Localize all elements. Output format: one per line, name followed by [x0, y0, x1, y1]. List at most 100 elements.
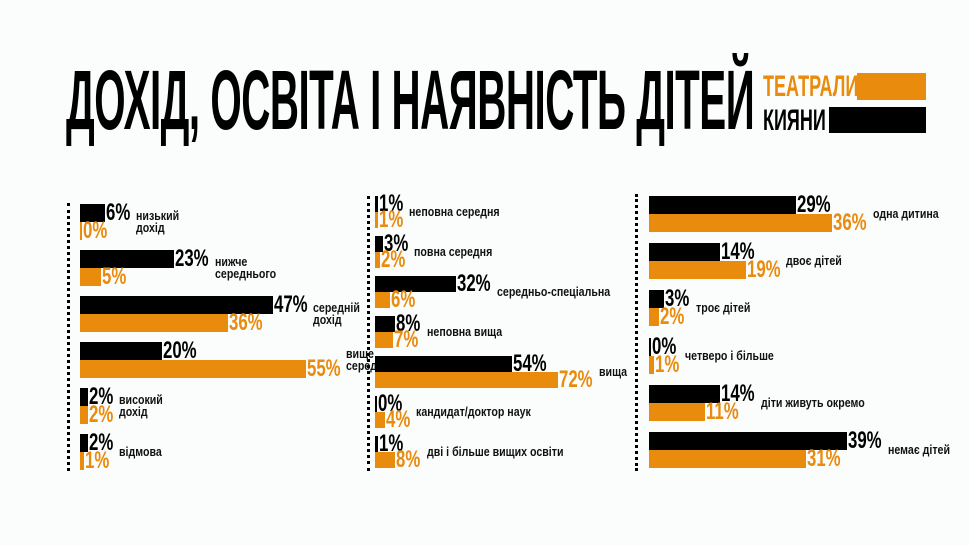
legend-swatch-teatraly — [857, 73, 926, 100]
legend-swatch-kyiany — [829, 107, 926, 133]
value-label-kyiany: 2% — [89, 383, 114, 410]
category-label: одна дитина — [873, 208, 939, 221]
bar-teatraly — [80, 452, 85, 470]
bar-kyiany — [80, 342, 162, 360]
value-label-kyiany: 23% — [175, 245, 209, 272]
category-label-line: середнього — [214, 267, 277, 281]
category-label: повна середня — [413, 245, 493, 259]
value-label-teatraly: 31% — [807, 445, 842, 472]
bar-kyiany — [375, 236, 383, 252]
bar-kyiany — [375, 356, 513, 372]
category-label-line: діти живуть окремо — [760, 395, 865, 410]
category-label-line: середньо-спеціальна — [496, 285, 611, 299]
bar-kyiany — [375, 196, 378, 212]
value-label-teatraly: 55% — [306, 355, 341, 382]
value-label-teatraly: 2% — [660, 303, 685, 331]
value-label-kyiany: 0% — [651, 332, 676, 360]
page-title: ДОХІД, ОСВІТА І НАЯВНІСТЬ ДІТЕЙ — [66, 53, 755, 147]
value-label-teatraly: 6% — [391, 286, 416, 313]
value-label-teatraly: 5% — [101, 263, 126, 290]
category-label: діти живуть окремо — [760, 395, 865, 410]
bar-kyiany — [649, 384, 721, 403]
value-label-teatraly: 2% — [381, 246, 406, 273]
value-label-kyiany: 0% — [377, 390, 402, 417]
category-label: нижче середнього — [214, 255, 277, 281]
legend-label-kyiany: КИЯНИ — [763, 104, 826, 137]
value-label-kyiany: 32% — [457, 270, 491, 297]
value-label-teatraly: 1% — [85, 447, 110, 474]
category-label: середньо-спеціальна — [496, 285, 611, 299]
value-label-teatraly: 1% — [655, 350, 680, 378]
category-label: кандидат/доктор наук — [416, 405, 532, 419]
category-label: неповна вища — [426, 325, 502, 339]
value-label-kyiany: 1% — [378, 190, 403, 217]
value-label-teatraly: 2% — [89, 401, 114, 428]
category-label-line: троє дітей — [695, 301, 750, 316]
bar-kyiany — [375, 436, 378, 452]
category-label-line: дохід — [313, 313, 342, 327]
value-label-kyiany: 29% — [797, 191, 831, 218]
bar-kyiany — [375, 396, 377, 412]
value-label-kyiany: 2% — [89, 429, 114, 456]
category-label: двоє дітей — [786, 255, 842, 268]
value-label-kyiany: 14% — [721, 379, 755, 407]
value-label-teatraly: 4% — [386, 406, 411, 433]
value-label-teatraly: 1% — [378, 206, 403, 233]
category-label: високий дохід — [119, 393, 164, 419]
category-label-line: середній — [313, 301, 361, 315]
bar-teatraly — [649, 402, 705, 421]
bar-teatraly — [375, 292, 391, 308]
category-label-line: неповна вища — [426, 325, 502, 339]
panel-divider-children — [635, 194, 638, 471]
category-label: троє дітей — [695, 301, 750, 316]
category-label-line: неповна середня — [408, 205, 500, 219]
category-label: низький дохід — [135, 210, 179, 235]
bar-kyiany — [649, 290, 665, 309]
category-label: відмова — [119, 445, 163, 459]
bar-teatraly — [649, 355, 655, 374]
category-label-line: повна середня — [413, 245, 493, 259]
bar-teatraly — [375, 212, 378, 228]
bar-kyiany — [375, 316, 396, 332]
legend-label-teatraly: ТЕАТРАЛИ — [763, 70, 859, 103]
bar-kyiany — [80, 250, 175, 268]
bar-teatraly — [649, 308, 660, 327]
value-label-kyiany: 14% — [721, 238, 755, 266]
category-label: неповна середня — [408, 205, 500, 219]
bar-kyiany — [80, 434, 89, 452]
category-label-line: високий — [119, 393, 164, 407]
value-label-kyiany: 6% — [105, 199, 130, 226]
bar-teatraly — [80, 222, 82, 240]
bar-teatraly — [375, 412, 386, 428]
category-label-line: дохід — [119, 405, 149, 419]
value-label-teatraly: 72% — [558, 366, 593, 393]
value-label-teatraly: 19% — [746, 256, 781, 284]
panel-divider-education — [367, 196, 370, 471]
value-label-teatraly: 0% — [82, 217, 107, 244]
category-label: немає дітей — [887, 443, 950, 457]
bar-teatraly — [375, 452, 396, 468]
category-label: четверо і більше — [685, 349, 774, 362]
bar-kyiany — [80, 296, 273, 314]
category-label-line: відмова — [119, 445, 163, 459]
category-label-line: вища — [598, 365, 627, 379]
value-label-teatraly: 36% — [832, 209, 867, 236]
value-label-kyiany: 8% — [396, 310, 421, 337]
value-label-teatraly: 11% — [705, 397, 739, 425]
value-label-kyiany: 47% — [273, 291, 308, 318]
category-label: вища — [598, 365, 627, 379]
category-label-line: кандидат/доктор наук — [416, 405, 532, 419]
value-label-kyiany: 39% — [848, 427, 882, 454]
bar-kyiany — [649, 196, 797, 214]
bar-teatraly — [80, 360, 306, 378]
category-label-line: немає дітей — [887, 443, 950, 457]
category-label: дві і більше вищих освіти — [427, 446, 564, 459]
value-label-teatraly: 7% — [393, 326, 419, 353]
panel-divider-income — [67, 203, 70, 471]
value-label-kyiany: 3% — [383, 230, 408, 257]
bar-teatraly — [649, 214, 832, 232]
category-label-line: вище — [346, 347, 375, 361]
bar-kyiany — [80, 388, 89, 406]
category-label-line: дохід — [135, 221, 165, 235]
category-label-line: нижче — [214, 255, 248, 269]
